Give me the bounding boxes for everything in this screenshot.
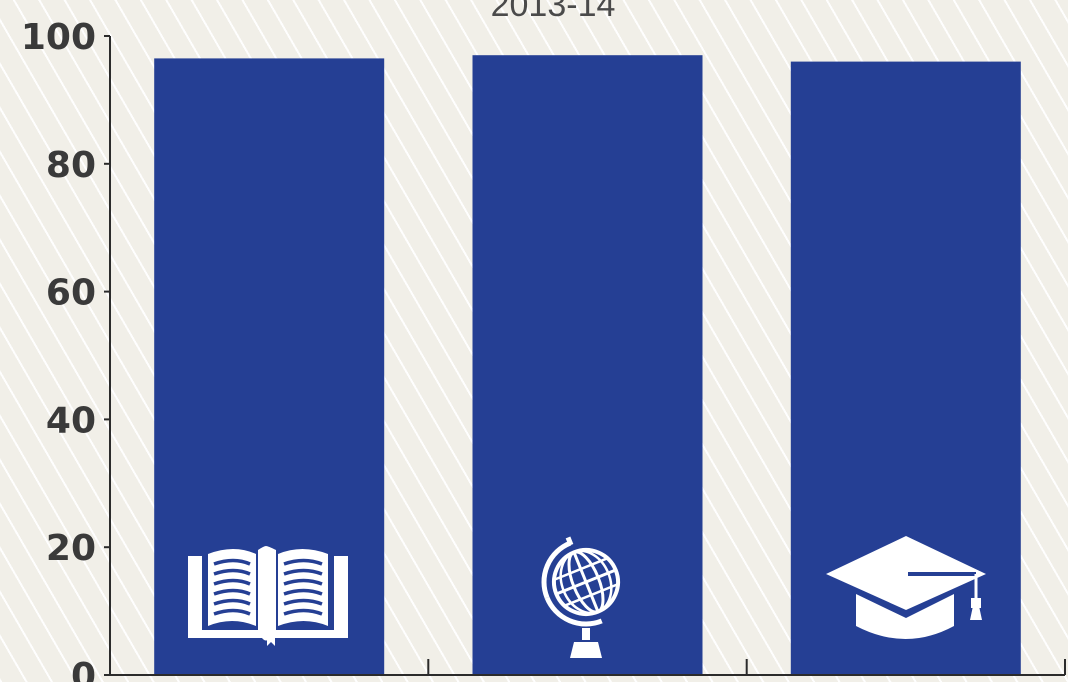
open-book-icon: [188, 546, 348, 646]
bars-group: [154, 55, 1021, 676]
y-tick-label-20: 20: [46, 528, 96, 569]
globe-icon: [541, 536, 620, 658]
graduation-cap-icon: [826, 536, 986, 639]
y-axis-ticks: 0 20 40 60 80 100: [21, 17, 110, 682]
y-tick-label-100: 100: [21, 17, 96, 58]
y-tick-label-0: 0: [71, 656, 96, 682]
y-tick-label-80: 80: [46, 145, 96, 186]
x-axis-ticks: [427, 659, 1066, 675]
y-tick-label-40: 40: [46, 400, 96, 441]
y-tick-label-60: 60: [46, 273, 96, 314]
chart-title: 2013-14: [491, 0, 616, 24]
bar-2: [472, 55, 703, 675]
